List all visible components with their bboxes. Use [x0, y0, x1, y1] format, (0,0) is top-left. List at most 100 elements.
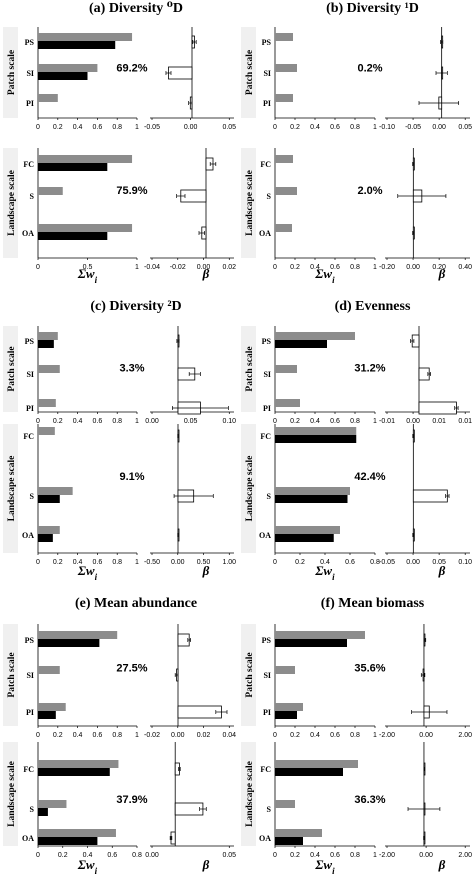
- weight-bar-gray: [38, 487, 73, 495]
- weight-bar-gray: [275, 332, 355, 340]
- beta-tick-label: 0.10: [458, 559, 472, 566]
- weight-tick-label: 0.8: [112, 124, 122, 131]
- weight-bar-gray: [38, 64, 98, 72]
- weight-bar-gray: [275, 526, 340, 534]
- weight-tick-label: 0.6: [93, 418, 103, 425]
- weight-bar-black: [38, 808, 48, 816]
- weight-bar-black: [38, 163, 108, 171]
- weight-tick-label: 0: [36, 124, 40, 131]
- weight-bar-gray: [38, 666, 60, 674]
- weight-bar-gray: [275, 155, 293, 163]
- beta-tick-label: -0.02: [144, 732, 160, 739]
- weight-tick-label: 0.8: [350, 732, 360, 739]
- scale-label: Patch scale: [7, 652, 17, 697]
- weight-tick-label: 0.4: [83, 852, 93, 859]
- percent-label: 31.2%: [354, 363, 385, 375]
- category-label: SI: [26, 69, 34, 78]
- weight-tick-label: 0: [36, 418, 40, 425]
- weight-bar-gray: [38, 332, 58, 340]
- beta-tick-label: -0.05: [405, 124, 421, 131]
- weight-bar-gray: [275, 365, 297, 373]
- panel-d: (d) Evenness Patch scale 0 0.2 0.4 0.6 0.8 1 PS S…: [241, 299, 472, 582]
- beta-axis-title: β: [438, 563, 446, 578]
- weight-bar-black: [38, 711, 56, 719]
- weight-tick-label: 0: [273, 418, 277, 425]
- beta-tick-label: 2.00: [458, 852, 472, 859]
- category-label: PS: [25, 636, 35, 645]
- category-label: PI: [26, 404, 34, 413]
- panel-b: (b) Diversity ¹D Patch scale 0 0.2 0.4 0.6 0.8…: [241, 1, 472, 285]
- weight-tick-label: 0.8: [112, 559, 122, 566]
- category-label: SI: [26, 370, 34, 379]
- beta-bar: [412, 489, 448, 503]
- weight-bar-gray: [38, 224, 133, 232]
- weight-bar-gray: [275, 760, 358, 768]
- beta-tick-label: 0.02: [222, 264, 236, 271]
- percent-label: 75.9%: [116, 185, 147, 197]
- weight-tick-label: 0.6: [330, 264, 340, 271]
- weight-tick-label: 0.6: [93, 124, 103, 131]
- category-label: PI: [263, 99, 271, 108]
- weight-bar-gray: [275, 94, 293, 102]
- weight-bar-black: [38, 639, 100, 647]
- beta-tick-label: 0.05: [458, 124, 472, 131]
- weight-tick-label: 1: [135, 559, 139, 566]
- panel-title: (d) Evenness: [335, 299, 411, 314]
- percent-label: 3.3%: [119, 363, 144, 375]
- scale-band: [3, 624, 18, 726]
- beta-tick-label: 0.01: [458, 418, 472, 425]
- category-label: S: [267, 805, 272, 814]
- weight-tick-label: 1: [373, 852, 377, 859]
- weight-bar-gray: [38, 800, 67, 808]
- weight-tick-label: 0.2: [53, 124, 63, 131]
- panel-title: (a) Diversity ⁰D: [89, 1, 183, 16]
- weight-tick-label: 1: [373, 124, 377, 131]
- weight-tick-label: 0.5: [83, 264, 93, 271]
- weight-tick-label: 0.2: [290, 124, 300, 131]
- category-label: PS: [262, 38, 272, 47]
- weight-tick-label: 0: [36, 559, 40, 566]
- beta-tick-label: -0.05: [379, 559, 395, 566]
- scale-label: Patch scale: [245, 346, 255, 391]
- category-label: FC: [260, 160, 271, 169]
- weight-tick-label: 0.6: [330, 124, 340, 131]
- category-label: PI: [26, 99, 34, 108]
- weight-bar-gray: [38, 399, 56, 407]
- category-label: FC: [260, 765, 271, 774]
- weight-bar-black: [275, 711, 297, 719]
- category-label: SI: [263, 69, 271, 78]
- weight-tick-label: 0.2: [290, 264, 300, 271]
- weight-tick-label: 0.4: [310, 264, 320, 271]
- percent-label: 42.4%: [354, 471, 385, 483]
- beta-tick-label: 0.02: [197, 732, 211, 739]
- category-label: S: [30, 805, 35, 814]
- category-label: OA: [22, 531, 34, 540]
- beta-tick-label: 0.00: [171, 559, 185, 566]
- weight-bar-gray: [275, 487, 350, 495]
- weight-axis-title: Σwi: [77, 563, 98, 582]
- scale-label: Landscape scale: [7, 456, 17, 522]
- weight-bar-gray: [275, 64, 297, 72]
- weight-bar-gray: [38, 760, 119, 768]
- category-label: PI: [263, 404, 271, 413]
- beta-tick-label: 0.10: [222, 418, 236, 425]
- scale-label: Patch scale: [7, 346, 17, 391]
- beta-bar: [168, 66, 193, 80]
- beta-tick-label: 0.00: [171, 732, 185, 739]
- scale-label: Patch scale: [7, 50, 17, 95]
- weight-tick-label: 0.6: [107, 852, 117, 859]
- weight-tick-label: 0.8: [350, 852, 360, 859]
- percent-label: 27.5%: [116, 663, 147, 675]
- weight-tick-label: 0.2: [290, 852, 300, 859]
- beta-axis-title: β: [438, 266, 446, 281]
- weight-tick-label: 0.6: [330, 732, 340, 739]
- weight-axis-title: Σwi: [77, 266, 98, 285]
- percent-label: 0.2%: [357, 63, 382, 75]
- category-label: S: [30, 192, 35, 201]
- beta-axis-title: β: [202, 266, 210, 281]
- weight-tick-label: 0.8: [350, 124, 360, 131]
- weight-tick-label: 0.2: [53, 732, 63, 739]
- weight-bar-black: [38, 534, 53, 542]
- weight-tick-label: 0.8: [350, 418, 360, 425]
- weight-tick-label: 0.8: [350, 264, 360, 271]
